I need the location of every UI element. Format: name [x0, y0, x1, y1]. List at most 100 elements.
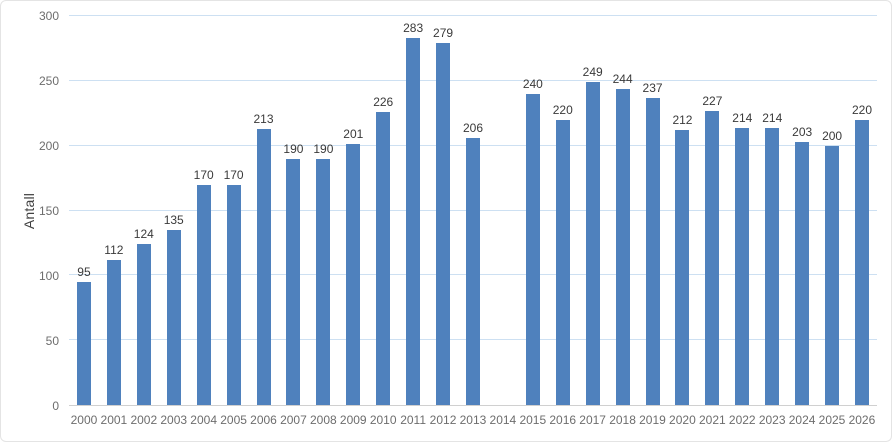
bar: [166, 229, 181, 405]
bar-value-label: 240: [522, 76, 543, 91]
x-tick-label: 2012: [429, 413, 457, 427]
bar-value-label: 226: [373, 94, 394, 109]
bar-value-label: 237: [642, 80, 663, 95]
bar-group: 214: [757, 16, 787, 405]
bar-group: 206: [458, 16, 488, 405]
bar-group: 212: [668, 16, 698, 405]
bar-group: 213: [249, 16, 279, 405]
bar: [825, 145, 840, 405]
x-tick-label: 2025: [818, 413, 846, 427]
bar: [106, 259, 121, 405]
bar-value-label: 200: [822, 128, 843, 143]
bar: [465, 137, 480, 405]
bar-value-label: 249: [582, 65, 603, 80]
bar: [795, 141, 810, 405]
x-tick-label: 2002: [130, 413, 158, 427]
bar: [705, 110, 720, 405]
x-tick-label: 2011: [400, 413, 426, 427]
x-tick-label: 2008: [309, 413, 337, 427]
x-tick-label: 2009: [339, 413, 367, 427]
bar-group: 244: [608, 16, 638, 405]
bar-value-label: 212: [672, 113, 693, 128]
bar-group: 170: [219, 16, 249, 405]
bar-group: 283: [398, 16, 428, 405]
y-tick-label: 200: [38, 139, 59, 154]
bar-group: 220: [548, 16, 578, 405]
bar-group: 226: [368, 16, 398, 405]
bar-group: 201: [338, 16, 368, 405]
x-tick-label: 2005: [220, 413, 247, 427]
x-tick-label: 2020: [669, 413, 696, 427]
x-tick-label: 2019: [639, 413, 666, 427]
x-tick-label: 2000: [70, 413, 98, 427]
bar: [555, 119, 570, 405]
x-tick-label: 2015: [519, 413, 547, 427]
bar-group: 227: [697, 16, 727, 405]
bar-group: 124: [129, 16, 159, 405]
bar: [196, 184, 211, 405]
bar-value-label: 112: [104, 242, 124, 257]
x-tick-label: 2018: [609, 413, 636, 427]
bar: [675, 130, 690, 405]
bar: [286, 158, 301, 405]
x-tick-label: 2016: [549, 413, 577, 427]
bar-group: 279: [428, 16, 458, 405]
bar-value-label: 213: [253, 111, 274, 126]
bar: [376, 111, 391, 405]
y-tick-label: 100: [38, 269, 59, 284]
x-tick-label: 2004: [190, 413, 217, 427]
x-tick-label: 2022: [728, 413, 756, 427]
bar: [615, 88, 630, 405]
bar-value-label: 190: [313, 141, 334, 156]
bar-group: 190: [278, 16, 308, 405]
y-tick-label: 300: [38, 9, 59, 23]
bar-value-label: 227: [702, 93, 723, 108]
bar: [855, 119, 870, 405]
x-tick-label: 2013: [459, 413, 487, 427]
x-tick-label: 2017: [579, 413, 606, 427]
x-axis-ticks: 2000 2001 2002 2003 2004 2005 2006 2007 2008 2009…: [69, 414, 877, 428]
bar-group: 200: [817, 16, 847, 405]
bar-value-label: 244: [612, 71, 633, 86]
x-tick-label: 2001: [100, 413, 128, 427]
y-tick-label: 250: [38, 74, 59, 88]
bar-group: 170: [189, 16, 219, 405]
bar-group: 135: [159, 16, 189, 405]
x-tick-label: 2003: [160, 413, 188, 427]
x-tick-label: 2014: [489, 413, 517, 427]
bar: [346, 144, 361, 405]
x-tick-label: 2006: [250, 413, 277, 427]
bar: [136, 244, 151, 405]
bar-group: 95: [69, 16, 99, 405]
bar: [226, 184, 241, 405]
bar-value-label: 95: [77, 264, 91, 279]
x-tick-label: 2026: [848, 413, 876, 427]
y-tick-label: 0: [52, 399, 59, 413]
bar: [735, 127, 750, 405]
bar: [645, 97, 660, 405]
bar: [436, 43, 451, 405]
bar: [525, 93, 540, 405]
bar-group: 203: [787, 16, 817, 405]
bar-group: 214: [727, 16, 757, 405]
gridline: [69, 15, 877, 16]
bar: [585, 82, 600, 405]
bar-group: 240: [518, 16, 548, 405]
bar-group: 220: [847, 16, 877, 405]
x-tick-label: 2021: [698, 413, 726, 427]
bar-group: 249: [578, 16, 608, 405]
bar-group: 112: [99, 16, 129, 405]
y-tick-label: 150: [38, 204, 59, 218]
bar: [76, 281, 91, 405]
bar-value-label: 206: [462, 120, 483, 135]
gridline: [69, 79, 877, 81]
bar-group: 237: [638, 16, 668, 405]
y-tick-label: 50: [45, 334, 59, 349]
bar-value-label: 170: [223, 167, 244, 182]
x-tick-label: 2024: [788, 413, 816, 427]
y-axis-ticks: 0 50 100 150 200 250 300: [1, 10, 59, 412]
bar-value-label: 214: [732, 110, 753, 125]
bar-value-label: 203: [792, 124, 813, 139]
bar-value-label: 135: [163, 212, 184, 227]
